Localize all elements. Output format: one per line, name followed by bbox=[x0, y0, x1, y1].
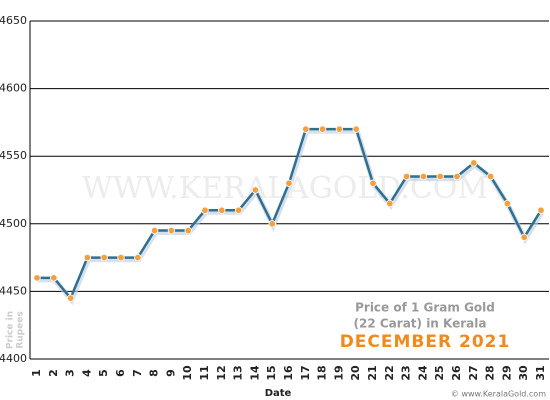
x-tick-label: 5 bbox=[97, 369, 110, 377]
subtitle: Price of 1 Gram Gold bbox=[355, 301, 495, 315]
x-tick-label: 31 bbox=[534, 365, 547, 380]
x-tick-label: 2 bbox=[47, 369, 60, 377]
marker bbox=[150, 226, 159, 235]
y-tick-label: 4550 bbox=[0, 149, 27, 162]
marker bbox=[302, 125, 310, 133]
x-tick-label: 27 bbox=[467, 365, 480, 380]
marker bbox=[134, 253, 142, 262]
marker bbox=[470, 159, 478, 167]
y-axis-label: Rupees bbox=[16, 311, 26, 348]
y-tick-label: 4450 bbox=[0, 284, 27, 297]
y-tick-label: 4600 bbox=[0, 82, 27, 95]
marker bbox=[285, 179, 293, 187]
x-tick-label: 29 bbox=[500, 365, 513, 380]
marker bbox=[352, 125, 360, 133]
marker bbox=[386, 199, 394, 208]
x-tick-label: 8 bbox=[148, 369, 161, 377]
marker bbox=[335, 125, 344, 133]
x-tick-label: 14 bbox=[248, 365, 261, 381]
marker bbox=[218, 206, 226, 214]
marker bbox=[520, 233, 528, 242]
marker bbox=[537, 206, 545, 214]
x-tick-label: 24 bbox=[416, 365, 429, 381]
y-tick-label: 4650 bbox=[0, 14, 27, 27]
marker bbox=[318, 125, 327, 133]
x-tick-label: 11 bbox=[198, 365, 211, 380]
x-tick-label: 3 bbox=[64, 369, 77, 377]
x-tick-label: 1 bbox=[30, 369, 43, 377]
x-tick-label: 21 bbox=[366, 365, 379, 380]
marker bbox=[234, 206, 243, 214]
x-tick-label: 23 bbox=[400, 365, 413, 380]
x-tick-label: 28 bbox=[484, 365, 497, 380]
marker bbox=[268, 220, 276, 228]
x-tick-label: 6 bbox=[114, 369, 127, 377]
marker bbox=[167, 226, 176, 235]
marker bbox=[251, 186, 260, 194]
x-tick-label: 25 bbox=[433, 365, 446, 380]
x-tick-label: 16 bbox=[282, 365, 295, 381]
x-tick-label: 13 bbox=[232, 365, 245, 380]
marker bbox=[184, 226, 192, 235]
marker bbox=[486, 172, 495, 181]
x-tick-label: 17 bbox=[299, 365, 312, 380]
x-axis-label: Date bbox=[265, 388, 292, 399]
x-tick-label: 19 bbox=[332, 365, 345, 380]
x-tick-label: 7 bbox=[131, 369, 144, 377]
x-tick-label: 15 bbox=[265, 365, 278, 380]
chart-title: DECEMBER 2021 bbox=[340, 332, 511, 352]
x-tick-label: 12 bbox=[215, 365, 228, 380]
marker bbox=[503, 199, 512, 208]
marker bbox=[100, 253, 108, 262]
y-axis-label: Price in bbox=[6, 311, 16, 349]
marker bbox=[66, 294, 75, 302]
marker bbox=[436, 172, 444, 181]
marker bbox=[402, 172, 411, 181]
x-tick-label: 20 bbox=[349, 365, 362, 381]
x-tick-label: 18 bbox=[316, 365, 329, 380]
x-tick-label: 4 bbox=[80, 369, 93, 377]
x-tick-label: 9 bbox=[164, 369, 177, 377]
marker bbox=[201, 206, 209, 214]
x-tick-label: 26 bbox=[450, 365, 463, 381]
y-tick-label: 4400 bbox=[0, 352, 27, 365]
marker bbox=[83, 253, 92, 262]
marker bbox=[50, 274, 58, 282]
x-tick-label: 22 bbox=[383, 365, 396, 380]
y-tick-label: 4500 bbox=[0, 217, 27, 230]
subtitle: (22 Carat) in Kerala bbox=[354, 317, 487, 331]
marker bbox=[419, 172, 428, 181]
marker bbox=[453, 172, 461, 181]
x-tick-label: 10 bbox=[181, 365, 194, 381]
marker bbox=[33, 274, 41, 282]
x-tick-label: 30 bbox=[517, 365, 530, 381]
footer: © www.KeralaGold.com bbox=[451, 390, 546, 399]
marker bbox=[369, 179, 377, 187]
line bbox=[37, 127, 543, 301]
marker bbox=[117, 253, 125, 262]
